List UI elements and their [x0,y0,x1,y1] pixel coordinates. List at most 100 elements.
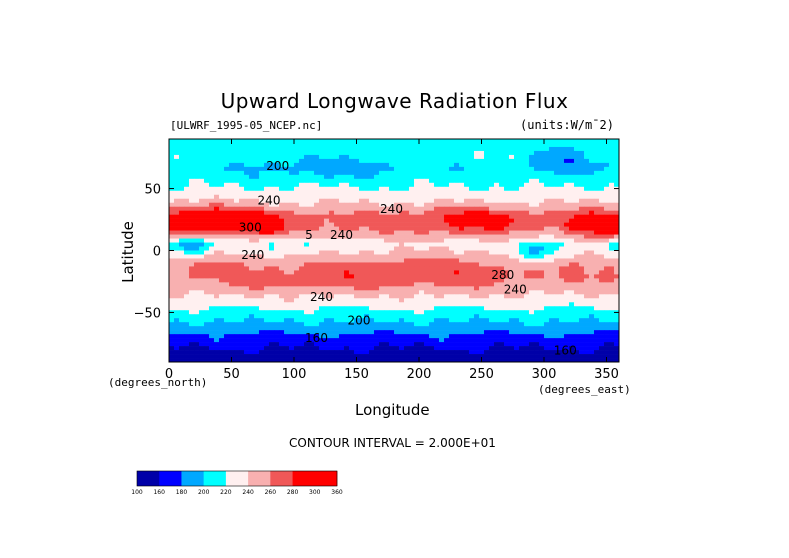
heatmap-cell [239,278,245,283]
heatmap-cell [449,334,455,339]
heatmap-cell [319,346,325,351]
heatmap-cell [524,142,530,148]
heatmap-cell [204,322,210,327]
heatmap-cell [434,174,440,180]
heatmap-cell [584,298,590,303]
heatmap-cell [274,258,280,263]
heatmap-cell [209,226,215,231]
heatmap-cell [419,178,425,184]
heatmap-cell [264,302,270,307]
heatmap-cell [364,218,370,223]
heatmap-cell [499,342,505,347]
heatmap-cell [174,298,180,303]
heatmap-cell [214,326,220,331]
heatmap-cell [584,174,590,180]
heatmap-cell [374,342,380,347]
heatmap-cell [594,274,600,279]
heatmap-cell [189,218,195,223]
heatmap-cell [409,298,415,303]
heatmap-cell [569,270,575,275]
heatmap-cell [509,346,515,351]
heatmap-cell [504,346,510,351]
heatmap-cell [289,218,295,223]
heatmap-cell [314,266,320,271]
heatmap-cell [379,242,385,247]
heatmap-cell [489,186,495,192]
heatmap-cell [194,246,200,251]
heatmap-cell [444,234,450,239]
heatmap-cell [244,162,250,168]
heatmap-cell [509,286,515,291]
heatmap-cell [444,182,450,188]
heatmap-cell [384,242,390,247]
heatmap-cell [549,139,555,144]
heatmap-cell [609,330,615,335]
heatmap-cell [374,294,380,299]
heatmap-cell [199,142,205,148]
heatmap-cell [194,158,200,164]
heatmap-cell [539,334,545,339]
heatmap-cell [479,270,485,275]
heatmap-cell [354,302,360,307]
heatmap-cell [504,298,510,303]
heatmap-cell [244,226,250,231]
heatmap-cell [289,354,295,359]
heatmap-cell [609,310,615,315]
heatmap-cell [204,254,210,259]
heatmap-cell [239,139,245,144]
heatmap-cell [254,354,260,359]
heatmap-cell [544,190,550,196]
heatmap-cell [389,242,395,247]
heatmap-cell [189,162,195,168]
heatmap-cell [219,354,225,359]
heatmap-cell [284,250,290,255]
heatmap-cell [589,282,595,287]
heatmap-cell [444,290,450,295]
heatmap-cell [264,202,270,207]
heatmap-cell [194,186,200,192]
heatmap-cell [474,206,480,211]
heatmap-cell [479,330,485,335]
heatmap-cell [199,158,205,164]
heatmap-cell [184,290,190,295]
heatmap-cell [384,139,390,144]
heatmap-cell [489,262,495,267]
heatmap-cell [259,162,265,168]
heatmap-cell [534,354,540,359]
heatmap-cell [504,238,510,243]
heatmap-cell [249,354,255,359]
heatmap-cell [574,206,580,211]
heatmap-cell [484,326,490,331]
heatmap-cell [499,178,505,184]
heatmap-cell [589,330,595,335]
heatmap-cell [474,246,480,251]
heatmap-cell [444,282,450,287]
heatmap-cell [524,322,530,327]
heatmap-cell [204,282,210,287]
heatmap-cell [284,326,290,331]
heatmap-cell [579,346,585,351]
heatmap-cell [219,266,225,271]
heatmap-cell [329,302,335,307]
heatmap-cell [199,318,205,323]
heatmap-cell [314,274,320,279]
heatmap-cell [279,274,285,279]
heatmap-cell [234,234,240,239]
heatmap-cell [289,282,295,287]
heatmap-cell [524,290,530,295]
heatmap-cell [554,202,560,207]
heatmap-cell [304,254,310,259]
heatmap-cell [209,142,215,148]
heatmap-cell [284,190,290,196]
heatmap-cell [389,210,395,215]
heatmap-cell [454,286,460,291]
heatmap-cell [424,198,430,204]
heatmap-cell [374,142,380,148]
heatmap-cell [284,270,290,275]
heatmap-cell [189,226,195,231]
heatmap-cell [409,306,415,311]
heatmap-cell [274,270,280,275]
heatmap-cell [289,150,295,156]
heatmap-cell [259,350,265,355]
heatmap-cell [544,198,550,204]
